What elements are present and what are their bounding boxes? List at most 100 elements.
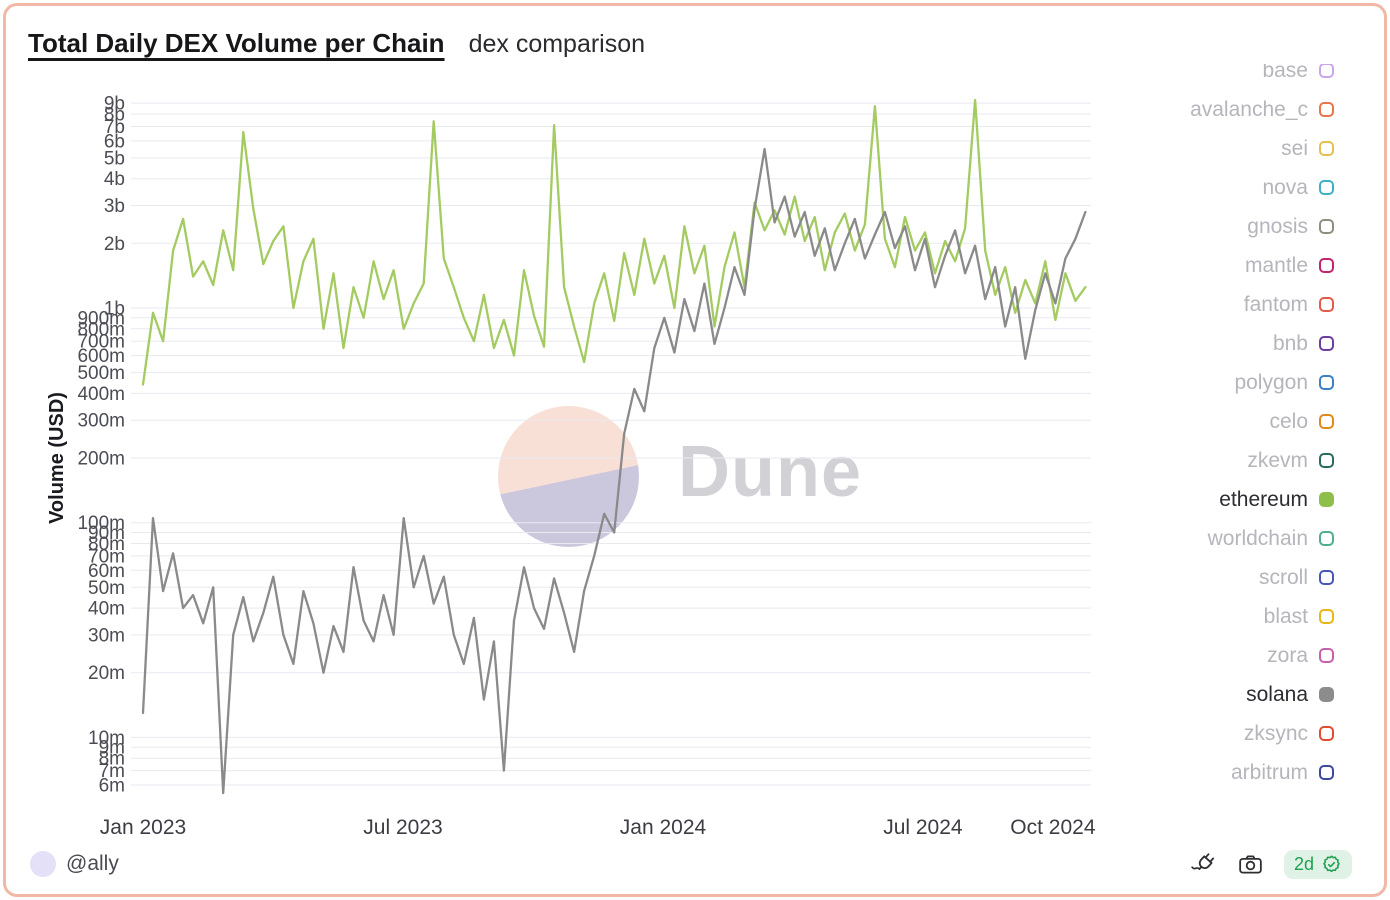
legend-label: gnosis [1247,214,1308,238]
plug-icon [1191,852,1215,870]
y-tick-label: 700m [77,332,125,353]
legend-item-mantle[interactable]: mantle [1190,246,1334,285]
y-axis-title: Volume (USD) [46,392,68,524]
y-tick-label: 600m [77,346,125,367]
y-tick-label: 20m [88,663,125,684]
legend-label: zora [1267,643,1308,667]
legend-swatch-unchecked[interactable] [1319,336,1334,351]
api-plug-button[interactable] [1190,851,1217,878]
legend-item-arbitrum[interactable]: arbitrum [1190,753,1334,792]
y-tick-label: 500m [77,363,125,384]
y-tick-label: 4b [104,169,125,190]
legend-swatch-checked[interactable] [1319,492,1334,507]
legend-swatch-unchecked[interactable] [1319,414,1334,429]
legend-swatch-unchecked[interactable] [1319,609,1334,624]
legend-swatch-checked[interactable] [1319,687,1334,702]
y-tick-label: 5b [104,148,125,169]
y-tick-label: 800m [77,319,125,340]
legend-swatch-unchecked[interactable] [1319,258,1334,273]
legend-item-fantom[interactable]: fantom [1190,285,1334,324]
legend-swatch-unchecked[interactable] [1319,219,1334,234]
chart-subtitle: dex comparison [468,30,646,58]
x-tick-label: Oct 2024 [1010,816,1096,839]
y-tick-label: 8b [104,105,125,126]
y-tick-label: 90m [88,523,125,544]
author-avatar [30,851,56,877]
legend-label: bnb [1272,331,1308,355]
camera-icon [1239,855,1262,873]
x-tick-label: Jan 2023 [100,816,186,839]
legend-swatch-unchecked[interactable] [1319,765,1334,780]
legend-item-zksync[interactable]: zksync [1190,714,1334,753]
y-tick-label: 70m [88,546,125,567]
legend-swatch-unchecked[interactable] [1319,648,1334,663]
author-handle[interactable]: @ally [66,852,119,875]
verified-seal-icon [1323,854,1340,872]
legend-label: avalanche_c [1190,97,1308,121]
legend-item-blast[interactable]: blast [1190,597,1334,636]
y-tick-label: 50m [88,578,125,599]
legend-label: arbitrum [1230,760,1308,784]
legend-label: ethereum [1219,487,1308,511]
y-tick-label: 200m [77,449,125,470]
card-footer: @ally [30,846,1352,882]
y-tick-label: 9b [104,94,125,115]
legend-label: nova [1262,175,1308,199]
legend-item-bnb[interactable]: bnb [1190,324,1334,363]
legend-swatch-unchecked[interactable] [1319,531,1334,546]
legend-item-avalanche_c[interactable]: avalanche_c [1190,90,1334,129]
footer-actions: 2d [1190,849,1352,879]
legend-label: mantle [1244,253,1308,277]
legend-item-celo[interactable]: celo [1190,402,1334,441]
chart-title[interactable]: Total Daily DEX Volume per Chain [28,28,445,58]
author[interactable]: @ally [30,851,119,877]
legend-item-gnosis[interactable]: gnosis [1190,207,1334,246]
legend-item-sei[interactable]: sei [1190,129,1334,168]
x-tick-label: Jan 2024 [620,816,707,839]
legend-item-polygon[interactable]: polygon [1190,363,1334,402]
y-tick-label: 7m [99,761,125,782]
y-tick-label: 9m [99,738,125,759]
legend-item-scroll[interactable]: scroll [1190,558,1334,597]
y-tick-label: 1b [104,299,125,320]
y-tick-label: 100m [77,513,125,534]
legend-item-zkevm[interactable]: zkevm [1190,441,1334,480]
legend-item-nova[interactable]: nova [1190,168,1334,207]
y-tick-label: 2b [104,234,125,255]
legend-item-ethereum[interactable]: ethereum [1190,480,1334,519]
legend-swatch-unchecked[interactable] [1319,375,1334,390]
legend-swatch-unchecked[interactable] [1319,180,1334,195]
legend-item-worldchain[interactable]: worldchain [1190,519,1334,558]
series-line-solana[interactable] [141,147,1087,795]
legend-swatch-unchecked[interactable] [1319,570,1334,585]
legend-swatch-unchecked[interactable] [1319,297,1334,312]
y-tick-label: 6b [104,131,125,152]
legend-swatch-unchecked[interactable] [1319,64,1334,78]
legend-swatch-unchecked[interactable] [1319,726,1334,741]
legend-label: polygon [1234,370,1308,394]
y-tick-label: 8m [99,749,125,770]
y-tick-label: 3b [104,196,125,217]
legend-swatch-unchecked[interactable] [1319,102,1334,117]
legend-swatch-unchecked[interactable] [1319,453,1334,468]
x-tick-label: Jul 2024 [883,816,963,839]
y-tick-label: 40m [88,599,125,620]
legend-item-zora[interactable]: zora [1190,636,1334,675]
legend-label: zksync [1243,721,1308,745]
legend-swatch-unchecked[interactable] [1319,141,1334,156]
y-tick-label: 80m [88,534,125,555]
legend-item-base[interactable]: base [1190,64,1334,90]
y-tick-label: 60m [88,561,125,582]
screenshot-camera-button[interactable] [1237,851,1264,878]
dune-logo-text: Dune [678,432,862,512]
y-tick-label: 10m [88,728,125,749]
legend-item-solana[interactable]: solana [1190,675,1334,714]
x-tick-label: Jul 2023 [363,816,442,839]
legend-label: worldchain [1207,526,1308,550]
series-line-ethereum[interactable] [141,98,1087,386]
legend-label: blast [1263,604,1308,628]
freshness-badge[interactable]: 2d [1283,849,1352,879]
legend-label: celo [1269,409,1308,433]
legend-label: base [1262,64,1308,82]
